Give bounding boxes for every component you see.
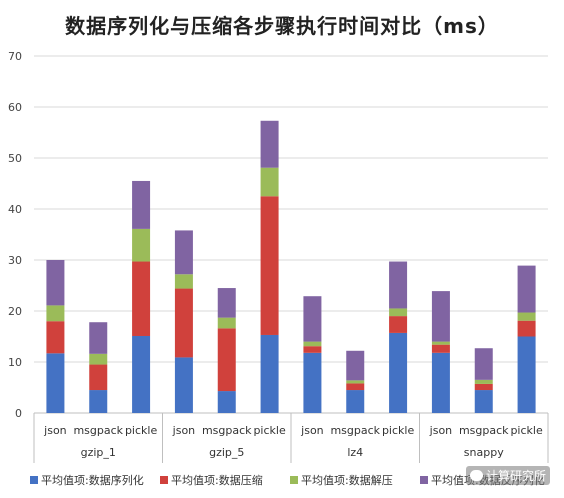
y-tick-label: 60: [8, 101, 22, 114]
chart-title: 数据序列化与压缩各步骤执行时间对比（ms）: [65, 14, 499, 38]
bar-segment: [217, 391, 236, 413]
legend-label: 平均值项:数据解压: [301, 474, 393, 487]
bar-segment: [217, 288, 236, 318]
group-label: snappy: [464, 446, 504, 459]
x-tick-label: pickle: [125, 424, 158, 437]
bar-segment: [89, 322, 108, 354]
bar-segment: [431, 352, 450, 413]
x-tick-label: json: [429, 424, 453, 437]
wechat-icon: [469, 470, 483, 481]
bar-segment: [46, 353, 65, 413]
bar-segment: [346, 383, 365, 391]
group-label: lz4: [347, 446, 363, 459]
bar-segment: [303, 341, 322, 347]
y-tick-label: 30: [8, 254, 22, 267]
x-tick-label: msgpack: [73, 424, 123, 437]
bar-segment: [474, 379, 493, 384]
bar-segment: [303, 296, 322, 342]
legend-swatch: [290, 476, 298, 484]
x-tick-label: msgpack: [459, 424, 509, 437]
y-tick-label: 40: [8, 203, 22, 216]
bar-segment: [89, 390, 108, 413]
bar-segment: [389, 332, 408, 413]
bar-segment: [132, 335, 151, 413]
y-tick-label: 10: [8, 356, 22, 369]
x-tick-label: json: [43, 424, 67, 437]
bar-segment: [346, 350, 365, 381]
bar-segment: [174, 274, 193, 289]
bar-segment: [174, 230, 193, 275]
x-tick-label: pickle: [253, 424, 286, 437]
bar-segment: [517, 265, 536, 313]
legend-item: 平均值项:数据压缩: [160, 472, 263, 488]
bar-segment: [431, 341, 450, 345]
bar-segment: [346, 390, 365, 413]
x-tick-label: json: [300, 424, 324, 437]
bar-segment: [474, 348, 493, 380]
legend-label: 平均值项:数据压缩: [171, 474, 263, 487]
y-tick-label: 70: [8, 50, 22, 63]
bar-segment: [431, 291, 450, 342]
bar-segment: [517, 336, 536, 413]
bar-segment: [89, 364, 108, 391]
bar-segment: [389, 316, 408, 333]
x-tick-label: msgpack: [330, 424, 380, 437]
legend-item: 平均值项:数据序列化: [30, 472, 144, 488]
bar-segment: [389, 261, 408, 309]
legend-swatch: [160, 476, 168, 484]
bar-segment: [217, 328, 236, 392]
legend-swatch: [420, 476, 428, 484]
legend-item: 平均值项:数据解压: [290, 472, 393, 488]
watermark-text: 计算研究所: [485, 469, 546, 483]
x-tick-label: pickle: [510, 424, 543, 437]
y-tick-label: 20: [8, 305, 22, 318]
bar-segment: [431, 344, 450, 353]
bar-segment: [389, 308, 408, 317]
x-tick-label: pickle: [382, 424, 415, 437]
bar-segment: [46, 260, 65, 306]
bar-segment: [89, 353, 108, 365]
bar-segment: [474, 390, 493, 413]
watermark: 计算研究所: [465, 466, 550, 485]
bar-segment: [260, 120, 279, 168]
legend-swatch: [30, 476, 38, 484]
bar-segment: [46, 305, 65, 322]
x-tick-label: json: [172, 424, 196, 437]
bar-segment: [174, 357, 193, 413]
bar-segment: [132, 228, 151, 262]
x-tick-label: msgpack: [202, 424, 252, 437]
legend-label: 平均值项:数据序列化: [41, 474, 144, 487]
bar-segment: [474, 383, 493, 391]
bar-segment: [303, 346, 322, 353]
bar-segment: [174, 288, 193, 358]
bar-segment: [517, 312, 536, 321]
bar-segment: [260, 196, 279, 335]
group-label: gzip_1: [81, 446, 116, 459]
y-tick-label: 50: [8, 152, 22, 165]
bar-segment: [346, 380, 365, 384]
bar-segment: [132, 261, 151, 336]
bar-segment: [132, 180, 151, 229]
bar-segment: [260, 167, 279, 197]
group-label: gzip_5: [209, 446, 244, 459]
bar-segment: [46, 321, 65, 354]
y-tick-label: 0: [15, 407, 22, 420]
bar-segment: [303, 352, 322, 413]
bar-segment: [217, 317, 236, 329]
bar-segment: [517, 320, 536, 337]
bar-segment: [260, 334, 279, 413]
